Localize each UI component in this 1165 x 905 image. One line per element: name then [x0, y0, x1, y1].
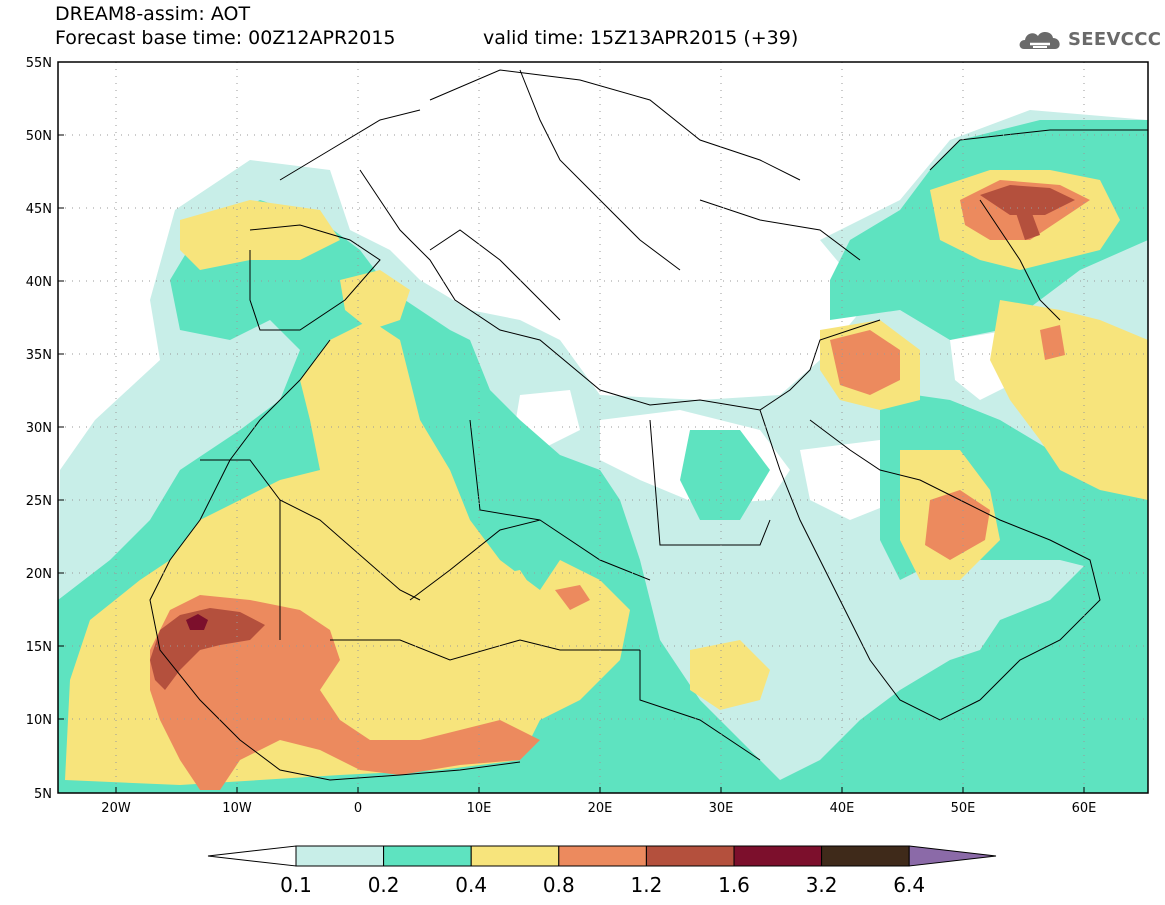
grid-lines — [58, 62, 1148, 793]
colorbar-segment — [207, 845, 297, 867]
cloud-icon — [1019, 32, 1060, 49]
lat-label: 45N — [26, 202, 52, 217]
longitude-labels: 20W 10W 0 10E 20E 30E 40E 50E 60E — [101, 801, 1096, 816]
lat-label: 25N — [26, 494, 52, 509]
latitude-labels: 55N 50N 45N 40N 35N 30N 25N 20N 15N 10N … — [26, 56, 52, 802]
lon-label: 0 — [354, 801, 362, 816]
colorbar-segment — [645, 845, 735, 867]
aot-fields — [58, 110, 1148, 793]
lon-label: 50E — [951, 801, 976, 816]
lat-label: 50N — [26, 129, 52, 144]
lat-label: 20N — [26, 567, 52, 582]
colorbar-label: 0.4 — [455, 873, 487, 897]
colorbar-segment — [383, 845, 472, 867]
valid-time-label: valid time: 15Z13APR2015 (+39) — [483, 27, 799, 49]
lat-label: 35N — [26, 348, 52, 363]
colorbar-label: 0.8 — [543, 873, 575, 897]
lon-label: 20E — [588, 801, 613, 816]
colorbar-label: 0.1 — [280, 873, 312, 897]
logo-text: SEEVCCC — [1068, 28, 1162, 50]
lat-label: 10N — [26, 713, 52, 728]
coastlines — [149, 69, 1148, 781]
colorbar-segment — [470, 845, 560, 867]
lat-label: 55N — [26, 56, 52, 71]
colorbar-segment — [908, 845, 997, 867]
lat-label: 5N — [34, 787, 52, 802]
base-time-label: Forecast base time: 00Z12APR2015 — [55, 27, 396, 49]
colorbar-label: 1.6 — [718, 873, 750, 897]
lon-label: 20W — [101, 801, 131, 816]
lon-label: 40E — [830, 801, 855, 816]
lat-label: 40N — [26, 275, 52, 290]
lon-label: 10E — [467, 801, 492, 816]
aot-band-1.6 — [186, 614, 208, 630]
lon-label: 60E — [1072, 801, 1097, 816]
colorbar: 0.1 0.2 0.4 0.8 1.2 1.6 3.2 6.4 — [207, 845, 997, 897]
seevccc-logo: SEEVCCC — [1016, 24, 1161, 54]
axis-ticks — [58, 61, 1085, 793]
map-title: DREAM8-assim: AOT — [55, 3, 251, 25]
colorbar-label: 0.2 — [368, 873, 400, 897]
colorbar-label: 3.2 — [806, 873, 838, 897]
lon-label: 30E — [709, 801, 734, 816]
colorbar-segment — [821, 845, 910, 867]
lat-label: 15N — [26, 640, 52, 655]
colorbar-segment — [733, 845, 823, 867]
colorbar-label: 6.4 — [893, 873, 925, 897]
colorbar-segment — [558, 845, 647, 867]
colorbar-label: 1.2 — [630, 873, 662, 897]
lat-label: 30N — [26, 421, 52, 436]
lon-label: 10W — [222, 801, 252, 816]
colorbar-segment — [295, 845, 385, 867]
